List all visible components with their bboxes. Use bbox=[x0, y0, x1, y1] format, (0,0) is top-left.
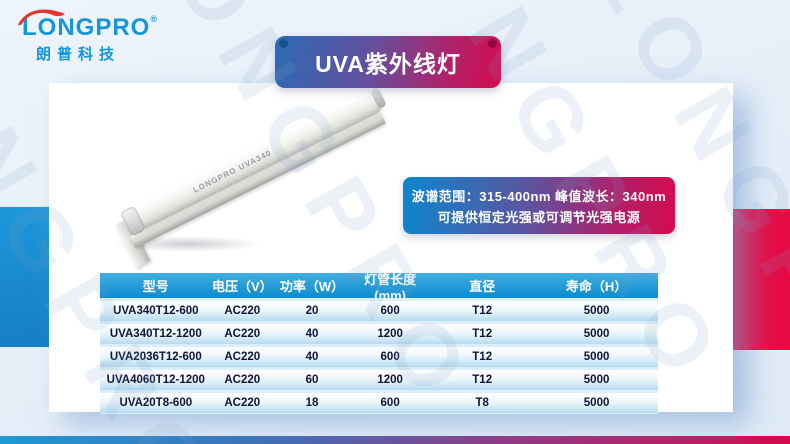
logo-registered-mark: ® bbox=[150, 14, 157, 24]
banner-pin-right-icon bbox=[488, 39, 497, 48]
table-row: UVA340T12-600 AC220 20 600 T12 5000 bbox=[100, 301, 658, 321]
table-cell: 600 bbox=[380, 351, 400, 363]
table-body: UVA340T12-600 AC220 20 600 T12 5000 UVA340T12-… bbox=[100, 301, 658, 413]
column-header: 功率（W） bbox=[279, 279, 345, 294]
spec-power-text: 可提供恒定光强或可调节光强电源 bbox=[437, 209, 641, 225]
table-cell: 1200 bbox=[377, 374, 403, 386]
table-cell: AC220 bbox=[224, 328, 261, 340]
table-cell: 20 bbox=[305, 305, 319, 317]
logo: LONGPRO® 朗普科技 bbox=[18, 9, 157, 64]
spec-table: 型号 电压（V） 功率（W） 灯管长度(mm) 直径 寿命（H） UVA340T12-60… bbox=[100, 272, 658, 414]
table-cell: 600 bbox=[380, 397, 400, 409]
product-photo: LONGPRO UVA340 bbox=[110, 85, 410, 268]
table-cell: T12 bbox=[472, 328, 493, 340]
banner-pin-left-icon bbox=[279, 39, 288, 48]
logo-text: LONGPRO bbox=[22, 14, 151, 41]
column-header: 寿命（H） bbox=[565, 279, 628, 294]
lamp-tube: LONGPRO UVA340 bbox=[123, 85, 388, 234]
logo-swoosh-icon bbox=[18, 9, 65, 25]
spec-wavelength-text: 波谱范围：315-400nm 峰值波长：340nm bbox=[411, 188, 667, 204]
table-cell: T12 bbox=[472, 351, 493, 363]
table-cell: T12 bbox=[472, 305, 493, 317]
table-cell: UVA20T8-600 bbox=[119, 397, 193, 409]
column-header: 直径 bbox=[469, 279, 496, 294]
right-accent-bar bbox=[733, 209, 790, 350]
table-cell: T12 bbox=[472, 374, 493, 386]
lamp-fixture-base bbox=[129, 111, 386, 249]
table-cell: AC220 bbox=[224, 374, 261, 386]
table-cell: AC220 bbox=[224, 305, 261, 317]
table-header-row: 型号 电压（V） 功率（W） 灯管长度(mm) 直径 寿命（H） bbox=[100, 272, 658, 303]
table-cell: 5000 bbox=[583, 351, 610, 363]
table-cell: AC220 bbox=[224, 397, 261, 409]
table-cell: 5000 bbox=[583, 328, 610, 340]
bottom-gradient-bar bbox=[0, 436, 790, 444]
table-cell: 600 bbox=[380, 305, 400, 317]
title-banner: UVA紫外线灯 bbox=[275, 36, 501, 88]
table-cell: UVA340T12-1200 bbox=[109, 328, 202, 340]
table-cell: 1200 bbox=[377, 328, 403, 340]
column-header: 电压（V） bbox=[211, 279, 273, 294]
logo-subtitle: 朗普科技 bbox=[36, 46, 121, 63]
table-cell: AC220 bbox=[224, 351, 261, 363]
left-accent-bar bbox=[0, 207, 49, 347]
table-cell: T8 bbox=[475, 397, 489, 409]
table-cell: 5000 bbox=[583, 374, 610, 386]
table-cell: 40 bbox=[305, 351, 319, 363]
column-header: 型号 bbox=[142, 279, 169, 294]
table-cell: 5000 bbox=[583, 397, 610, 409]
table-row: UVA20T8-600 AC220 18 600 T8 5000 bbox=[100, 393, 658, 413]
table-cell: 40 bbox=[305, 328, 319, 340]
column-header: 灯管长度(mm) bbox=[364, 271, 417, 303]
table-cell: 18 bbox=[305, 397, 319, 409]
table-cell: 5000 bbox=[583, 305, 610, 317]
table-cell: 60 bbox=[305, 374, 319, 386]
table-cell: UVA4060T12-1200 bbox=[106, 374, 205, 386]
table-cell: UVA2036T12-600 bbox=[109, 351, 202, 363]
page-title: UVA紫外线灯 bbox=[315, 51, 461, 77]
table-cell: UVA340T12-600 bbox=[113, 305, 199, 317]
table-row: UVA340T12-1200 AC220 40 1200 T12 5000 bbox=[100, 324, 658, 344]
table-row: UVA4060T12-1200 AC220 60 1200 T12 5000 bbox=[100, 370, 658, 390]
spec-banner: 波谱范围：315-400nm 峰值波长：340nm 可提供恒定光强或可调节光强电… bbox=[403, 177, 675, 234]
table-row: UVA2036T12-600 AC220 40 600 T12 5000 bbox=[100, 347, 658, 367]
